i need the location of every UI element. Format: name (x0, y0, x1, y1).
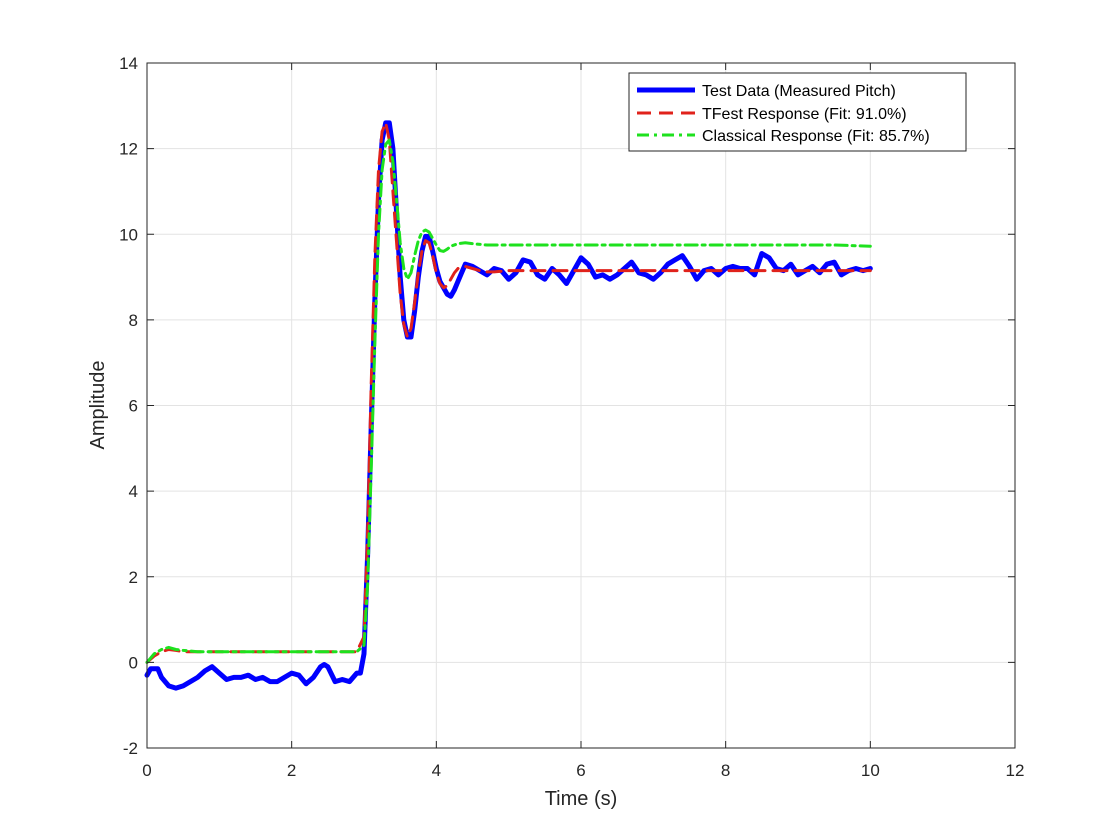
y-tick-label: 8 (129, 311, 138, 330)
classical-response-line (145, 138, 872, 664)
legend: Test Data (Measured Pitch) TFest Respons… (628, 72, 967, 152)
x-tick-label: 12 (1006, 761, 1025, 780)
series-layer (144, 120, 873, 691)
tfest-response-line (145, 121, 872, 664)
x-tick-label: 10 (861, 761, 880, 780)
y-tick-label: 12 (119, 140, 138, 159)
y-tick-label: 10 (119, 225, 138, 244)
x-tick-label: 4 (432, 761, 441, 780)
x-tick-label: 0 (142, 761, 151, 780)
x-tick-label: 6 (576, 761, 585, 780)
y-tick-label: 2 (129, 568, 138, 587)
x-axis-title: Time (s) (545, 788, 618, 810)
x-tick-label: 8 (721, 761, 730, 780)
y-axis-title: Amplitude (87, 361, 109, 450)
legend-label-tfest: TFest Response (Fit: 91.0%) (702, 106, 907, 123)
legend-label-classical: Classical Response (Fit: 85.7%) (702, 128, 930, 145)
x-tick-label: 2 (287, 761, 296, 780)
test-data-line (144, 120, 873, 691)
y-tick-label: 0 (129, 653, 138, 672)
y-tick-label: 14 (119, 54, 138, 73)
legend-label-test-data: Test Data (Measured Pitch) (702, 83, 896, 100)
y-tick-label: -2 (123, 739, 138, 758)
y-tick-label: 6 (129, 397, 138, 416)
y-tick-label: 4 (129, 482, 138, 501)
